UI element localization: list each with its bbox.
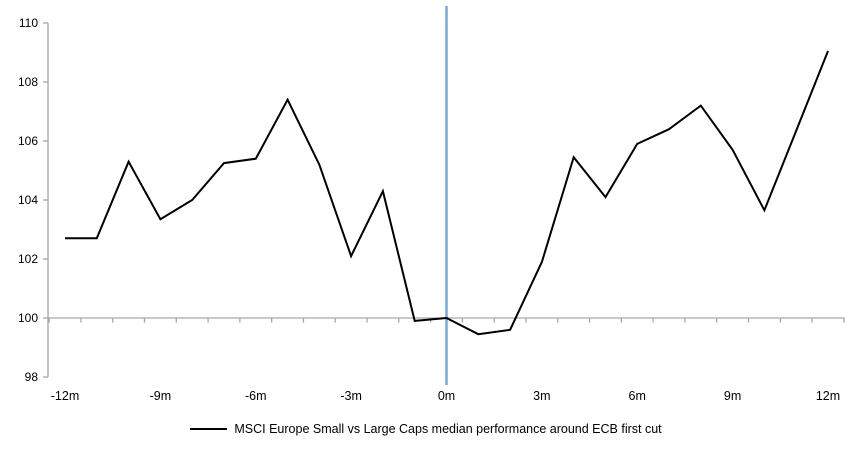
y-tick-label: 100 (18, 311, 38, 325)
x-tick-label: -6m (245, 389, 267, 403)
y-tick-label: 102 (18, 252, 38, 266)
y-tick-label: 98 (25, 370, 39, 384)
x-tick-label: 12m (816, 389, 840, 403)
chart-legend: MSCI Europe Small vs Large Caps median p… (0, 414, 852, 444)
y-tick-label: 108 (18, 75, 38, 89)
x-tick-label: 0m (438, 389, 455, 403)
y-tick-label: 106 (18, 134, 38, 148)
y-axis: 98 100 102 104 106 108 110 (18, 16, 49, 384)
x-tick-label: -3m (340, 389, 362, 403)
legend-line-swatch (190, 428, 228, 430)
y-tick-label: 104 (18, 193, 38, 207)
x-tick-label: 9m (724, 389, 741, 403)
x-tick-label: -9m (150, 389, 172, 403)
line-chart: 98 100 102 104 106 108 110 -12m -9m -6m -3m 0m 3m 6m 9… (18, 6, 845, 403)
series-line (65, 50, 829, 336)
x-tick-label: 3m (533, 389, 550, 403)
legend-label: MSCI Europe Small vs Large Caps median p… (234, 422, 662, 436)
y-tick-label: 110 (19, 16, 38, 30)
x-tick-label: -12m (51, 389, 79, 403)
x-tick-label: 6m (629, 389, 646, 403)
